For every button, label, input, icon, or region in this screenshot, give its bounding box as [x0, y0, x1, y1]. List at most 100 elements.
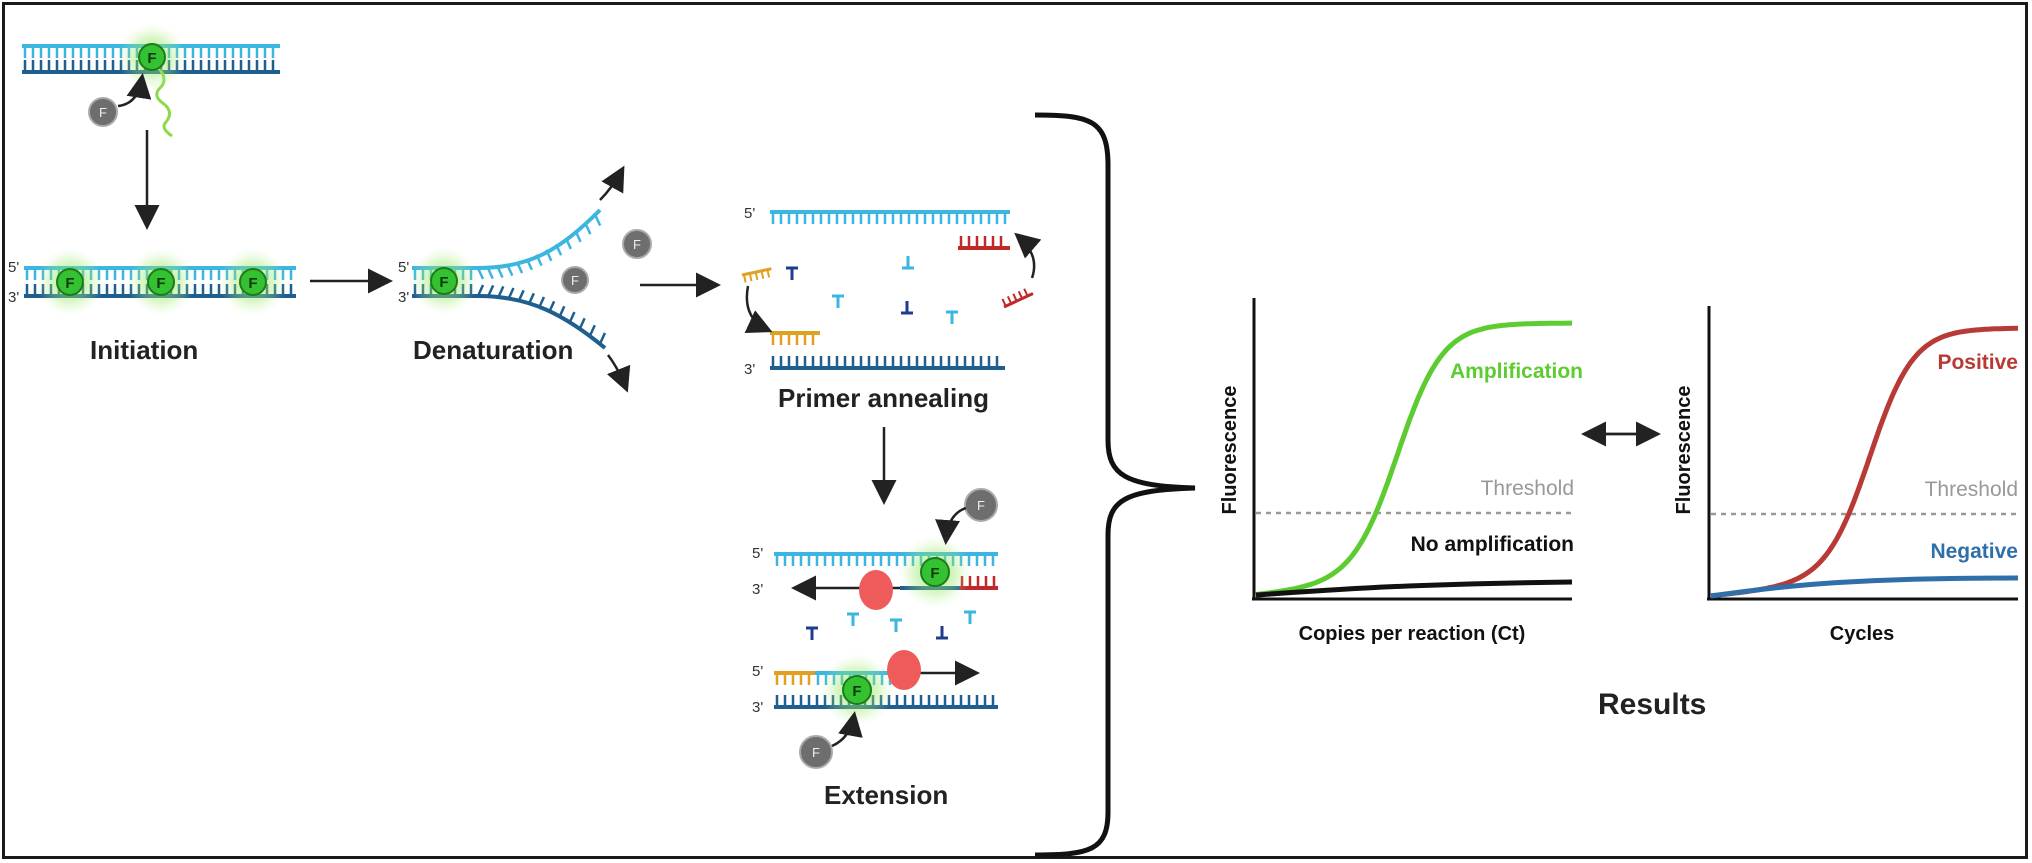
primer-backbone: [741, 267, 772, 277]
initiation-label: Initiation: [90, 335, 198, 365]
free-fluorophore: F: [964, 488, 998, 522]
free-fluorophore: F: [799, 735, 833, 769]
fluor-circle: [147, 268, 175, 296]
quencher-circle: [964, 488, 998, 522]
fluorophore-probe: F: [118, 23, 186, 91]
free-nucleotide: [946, 310, 958, 324]
fluor-circle: [920, 557, 950, 587]
fluorophore-denat: F: [410, 247, 478, 315]
y-axis-label: Fluorescence: [1219, 386, 1241, 515]
curved-arrow: [599, 165, 625, 201]
curved-arrow: [831, 711, 863, 748]
nucleotide-shape: [832, 294, 844, 308]
quencher-circle: [561, 266, 589, 294]
template-top-strand: [770, 210, 1010, 224]
three-prime-label: 3': [8, 289, 19, 306]
quencher-circle: [799, 735, 833, 769]
results-title: Results: [1598, 688, 1706, 721]
nucleotide-shape: [964, 610, 976, 624]
primer-bases: [742, 269, 771, 283]
five-prime-label: 5': [752, 663, 763, 680]
free-nucleotide: [936, 626, 948, 640]
curved-arrow: [935, 506, 967, 545]
lower-fork: [477, 294, 607, 350]
primer-backbone: [1003, 292, 1034, 309]
free-nucleotide: [901, 301, 913, 315]
fluor-circle: [56, 268, 84, 296]
fluor-letter: F: [571, 273, 579, 288]
fluorophore-1: F: [36, 248, 104, 316]
curly-bracket: [1034, 112, 1196, 858]
five-prime-label: 5': [8, 259, 19, 276]
denaturation-stage: 5' 3' Denaturation: [398, 259, 573, 365]
fluor-letter: F: [99, 105, 107, 120]
free-fluorophore: F: [622, 229, 652, 259]
three-prime-label: 3': [398, 289, 409, 306]
primer-annealing-label: Primer annealing: [778, 383, 989, 413]
nucleotide-shape: [901, 301, 913, 315]
initiation-stage: 5' 3' Initiation: [8, 259, 198, 365]
free-nucleotide: [890, 618, 902, 632]
chart-cycles: Positive Threshold Negative Cycles Fluor…: [1673, 306, 2019, 645]
five-prime-label: 5': [752, 545, 763, 562]
free-red-primer: [1001, 288, 1034, 309]
quencher-circle: [88, 97, 118, 127]
five-prime-label: 5': [744, 205, 755, 222]
orange-primer: [770, 331, 820, 345]
template-bottom-strand: [770, 356, 1005, 370]
extension-stage: 5' 3' 5' 3' Extension: [752, 545, 948, 810]
fluor-circle: [430, 267, 458, 295]
primer-bases: [771, 333, 815, 345]
nucleotide-shape: [936, 626, 948, 640]
process-arrows: [134, 130, 1661, 505]
free-nucleotide: [847, 612, 859, 626]
primer-annealing-stage: 5' 3' Primer annealing: [744, 205, 989, 413]
upper-fork: [477, 208, 602, 270]
fluor-letter: F: [977, 498, 985, 513]
nucleotide-shape: [946, 310, 958, 324]
series-line-negative: [1710, 575, 2019, 599]
strand-bases: [771, 212, 1007, 224]
fluor-letter: F: [65, 275, 74, 292]
strand-bases: [771, 356, 999, 368]
fluor-letter: F: [439, 274, 448, 291]
nucleotide-shape: [806, 626, 818, 640]
fluorophore-3: F: [219, 248, 287, 316]
fluorophore-ext-2: F: [820, 653, 894, 727]
free-nucleotide: [786, 266, 798, 280]
y-axis-label: Fluorescence: [1673, 386, 1695, 515]
chart-copies: Amplification Threshold No amplification…: [1219, 298, 1583, 645]
quencher-circle: [622, 229, 652, 259]
polymerase: [859, 570, 893, 610]
fluor-letter: F: [147, 50, 156, 67]
threshold-label: Threshold: [1481, 477, 1574, 500]
series-line-no-amplification: [1255, 579, 1573, 598]
series-label-positive: Positive: [1937, 351, 2018, 374]
free-orange-primer: [741, 267, 772, 283]
x-axis-label: Copies per reaction (Ct): [1299, 623, 1526, 645]
primer-bases: [959, 236, 1003, 248]
curved-arrow: [606, 354, 631, 393]
fluor-circle: [842, 675, 872, 705]
diverging-strands: [476, 208, 607, 350]
three-prime-label: 3': [752, 699, 763, 716]
fluor-letter: F: [812, 745, 820, 760]
nucleotide-shape: [847, 612, 859, 626]
threshold-label: Threshold: [1925, 478, 2018, 501]
free-nucleotide: [964, 610, 976, 624]
lower-bases: [476, 284, 607, 345]
fluor-letter: F: [248, 275, 257, 292]
upper-bases: [476, 214, 602, 280]
free-nucleotide: [832, 294, 844, 308]
free-fluorophore: F: [561, 266, 589, 294]
series-label-no-amplification: No amplification: [1411, 533, 1574, 556]
nucleotide-shape: [890, 618, 902, 632]
polymerase: [887, 650, 921, 690]
free-fluorophore: F: [88, 97, 118, 127]
five-prime-label: 5': [398, 259, 409, 276]
ext-orange-bases: [775, 673, 811, 685]
free-nucleotide: [806, 626, 818, 640]
series-line-amplification: [1255, 320, 1572, 597]
